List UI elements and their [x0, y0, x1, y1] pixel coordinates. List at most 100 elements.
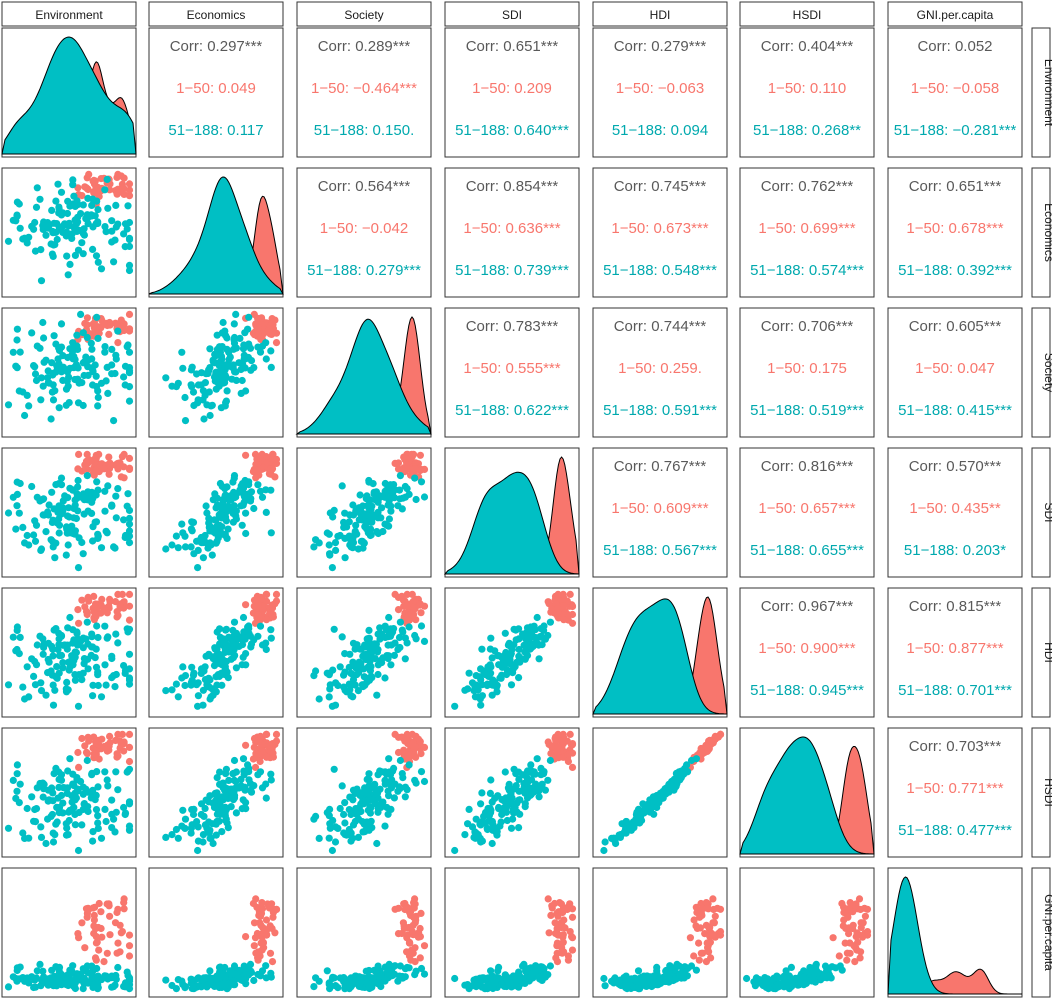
point-51-188: [110, 672, 118, 680]
point-51-188: [71, 671, 79, 679]
point-51-188: [241, 783, 249, 791]
row-label-sdi: SDI: [1042, 502, 1052, 522]
point-1-50: [85, 737, 93, 745]
point-51-188: [125, 650, 134, 658]
point-51-188: [495, 661, 503, 669]
corr-overall: Corr: 0.854***: [466, 178, 559, 195]
point-51-188: [363, 824, 371, 832]
corr-group-51-188: 51−188: 0.739***: [455, 262, 569, 279]
panel-society-environment: [1, 307, 137, 438]
corr-overall: Corr: 0.706***: [761, 318, 854, 335]
point-51-188: [111, 236, 119, 244]
point-51-188: [634, 805, 643, 814]
point-51-188: [54, 180, 62, 188]
point-51-188: [240, 768, 248, 776]
point-1-50: [95, 946, 103, 954]
point-51-188: [247, 786, 255, 795]
point-1-50: [98, 595, 106, 604]
point-51-188: [187, 525, 195, 533]
point-51-188: [508, 669, 517, 677]
point-51-188: [52, 820, 60, 828]
point-51-188: [530, 622, 538, 630]
point-51-188: [210, 516, 219, 524]
point-51-188: [241, 965, 249, 973]
point-51-188: [532, 780, 540, 788]
point-51-188: [79, 250, 87, 258]
point-51-188: [256, 622, 265, 630]
point-1-50: [258, 905, 267, 913]
point-1-50: [408, 928, 416, 936]
panel-economics-hsdi: Corr: 0.762*** 1−50: 0.699*** 51−188: 0.57…: [739, 167, 875, 298]
corr-group-51-188: 51−188: 0.622***: [455, 402, 569, 419]
point-51-188: [125, 266, 134, 275]
point-1-50: [695, 939, 703, 947]
point-1-50: [560, 948, 568, 956]
point-51-188: [89, 692, 97, 700]
point-51-188: [245, 313, 253, 321]
point-1-50: [125, 743, 134, 752]
point-51-188: [12, 525, 20, 533]
point-51-188: [79, 669, 87, 677]
point-51-188: [396, 472, 404, 480]
point-51-188: [187, 824, 195, 832]
point-51-188: [546, 756, 555, 765]
point-51-188: [232, 376, 240, 384]
point-51-188: [622, 817, 630, 826]
point-51-188: [501, 629, 509, 637]
point-1-50: [92, 750, 100, 758]
point-51-188: [326, 669, 334, 677]
point-51-188: [354, 833, 362, 842]
point-1-50: [560, 916, 568, 924]
point-51-188: [172, 825, 180, 834]
point-51-188: [495, 805, 503, 813]
point-51-188: [88, 201, 96, 209]
point-1-50: [78, 596, 86, 604]
point-1-50: [75, 619, 83, 627]
point-51-188: [356, 791, 364, 800]
point-51-188: [92, 252, 101, 260]
point-51-188: [396, 618, 404, 626]
point-51-188: [178, 348, 186, 356]
point-51-188: [391, 486, 399, 494]
point-51-188: [240, 341, 248, 349]
point-51-188: [222, 770, 230, 778]
point-51-188: [9, 633, 17, 641]
point-51-188: [19, 388, 27, 396]
point-51-188: [84, 507, 92, 515]
point-51-188: [174, 379, 182, 387]
point-51-188: [110, 417, 118, 425]
point-51-188: [114, 327, 122, 335]
point-51-188: [334, 984, 342, 992]
point-51-188: [355, 662, 363, 670]
point-51-188: [55, 480, 63, 488]
point-1-50: [407, 454, 415, 462]
point-51-188: [241, 634, 249, 642]
point-51-188: [522, 643, 531, 651]
point-51-188: [168, 686, 176, 694]
point-51-188: [221, 402, 229, 410]
point-51-188: [101, 805, 109, 814]
point-1-50: [561, 924, 569, 932]
point-51-188: [492, 974, 501, 982]
point-51-188: [44, 219, 52, 227]
point-51-188: [103, 175, 111, 183]
point-51-188: [641, 806, 649, 814]
point-51-188: [200, 812, 208, 821]
point-51-188: [52, 963, 60, 971]
point-51-188: [63, 784, 72, 792]
point-1-50: [568, 763, 577, 772]
point-51-188: [472, 815, 480, 823]
point-51-188: [80, 800, 88, 808]
point-51-188: [102, 377, 110, 385]
point-1-50: [254, 956, 262, 964]
point-1-50: [272, 590, 281, 599]
point-51-188: [464, 685, 472, 693]
point-51-188: [340, 974, 348, 982]
point-51-188: [48, 206, 56, 214]
point-51-188: [49, 516, 57, 524]
point-51-188: [368, 518, 376, 526]
point-1-50: [116, 921, 124, 929]
point-51-188: [334, 681, 342, 690]
point-51-188: [401, 793, 409, 801]
